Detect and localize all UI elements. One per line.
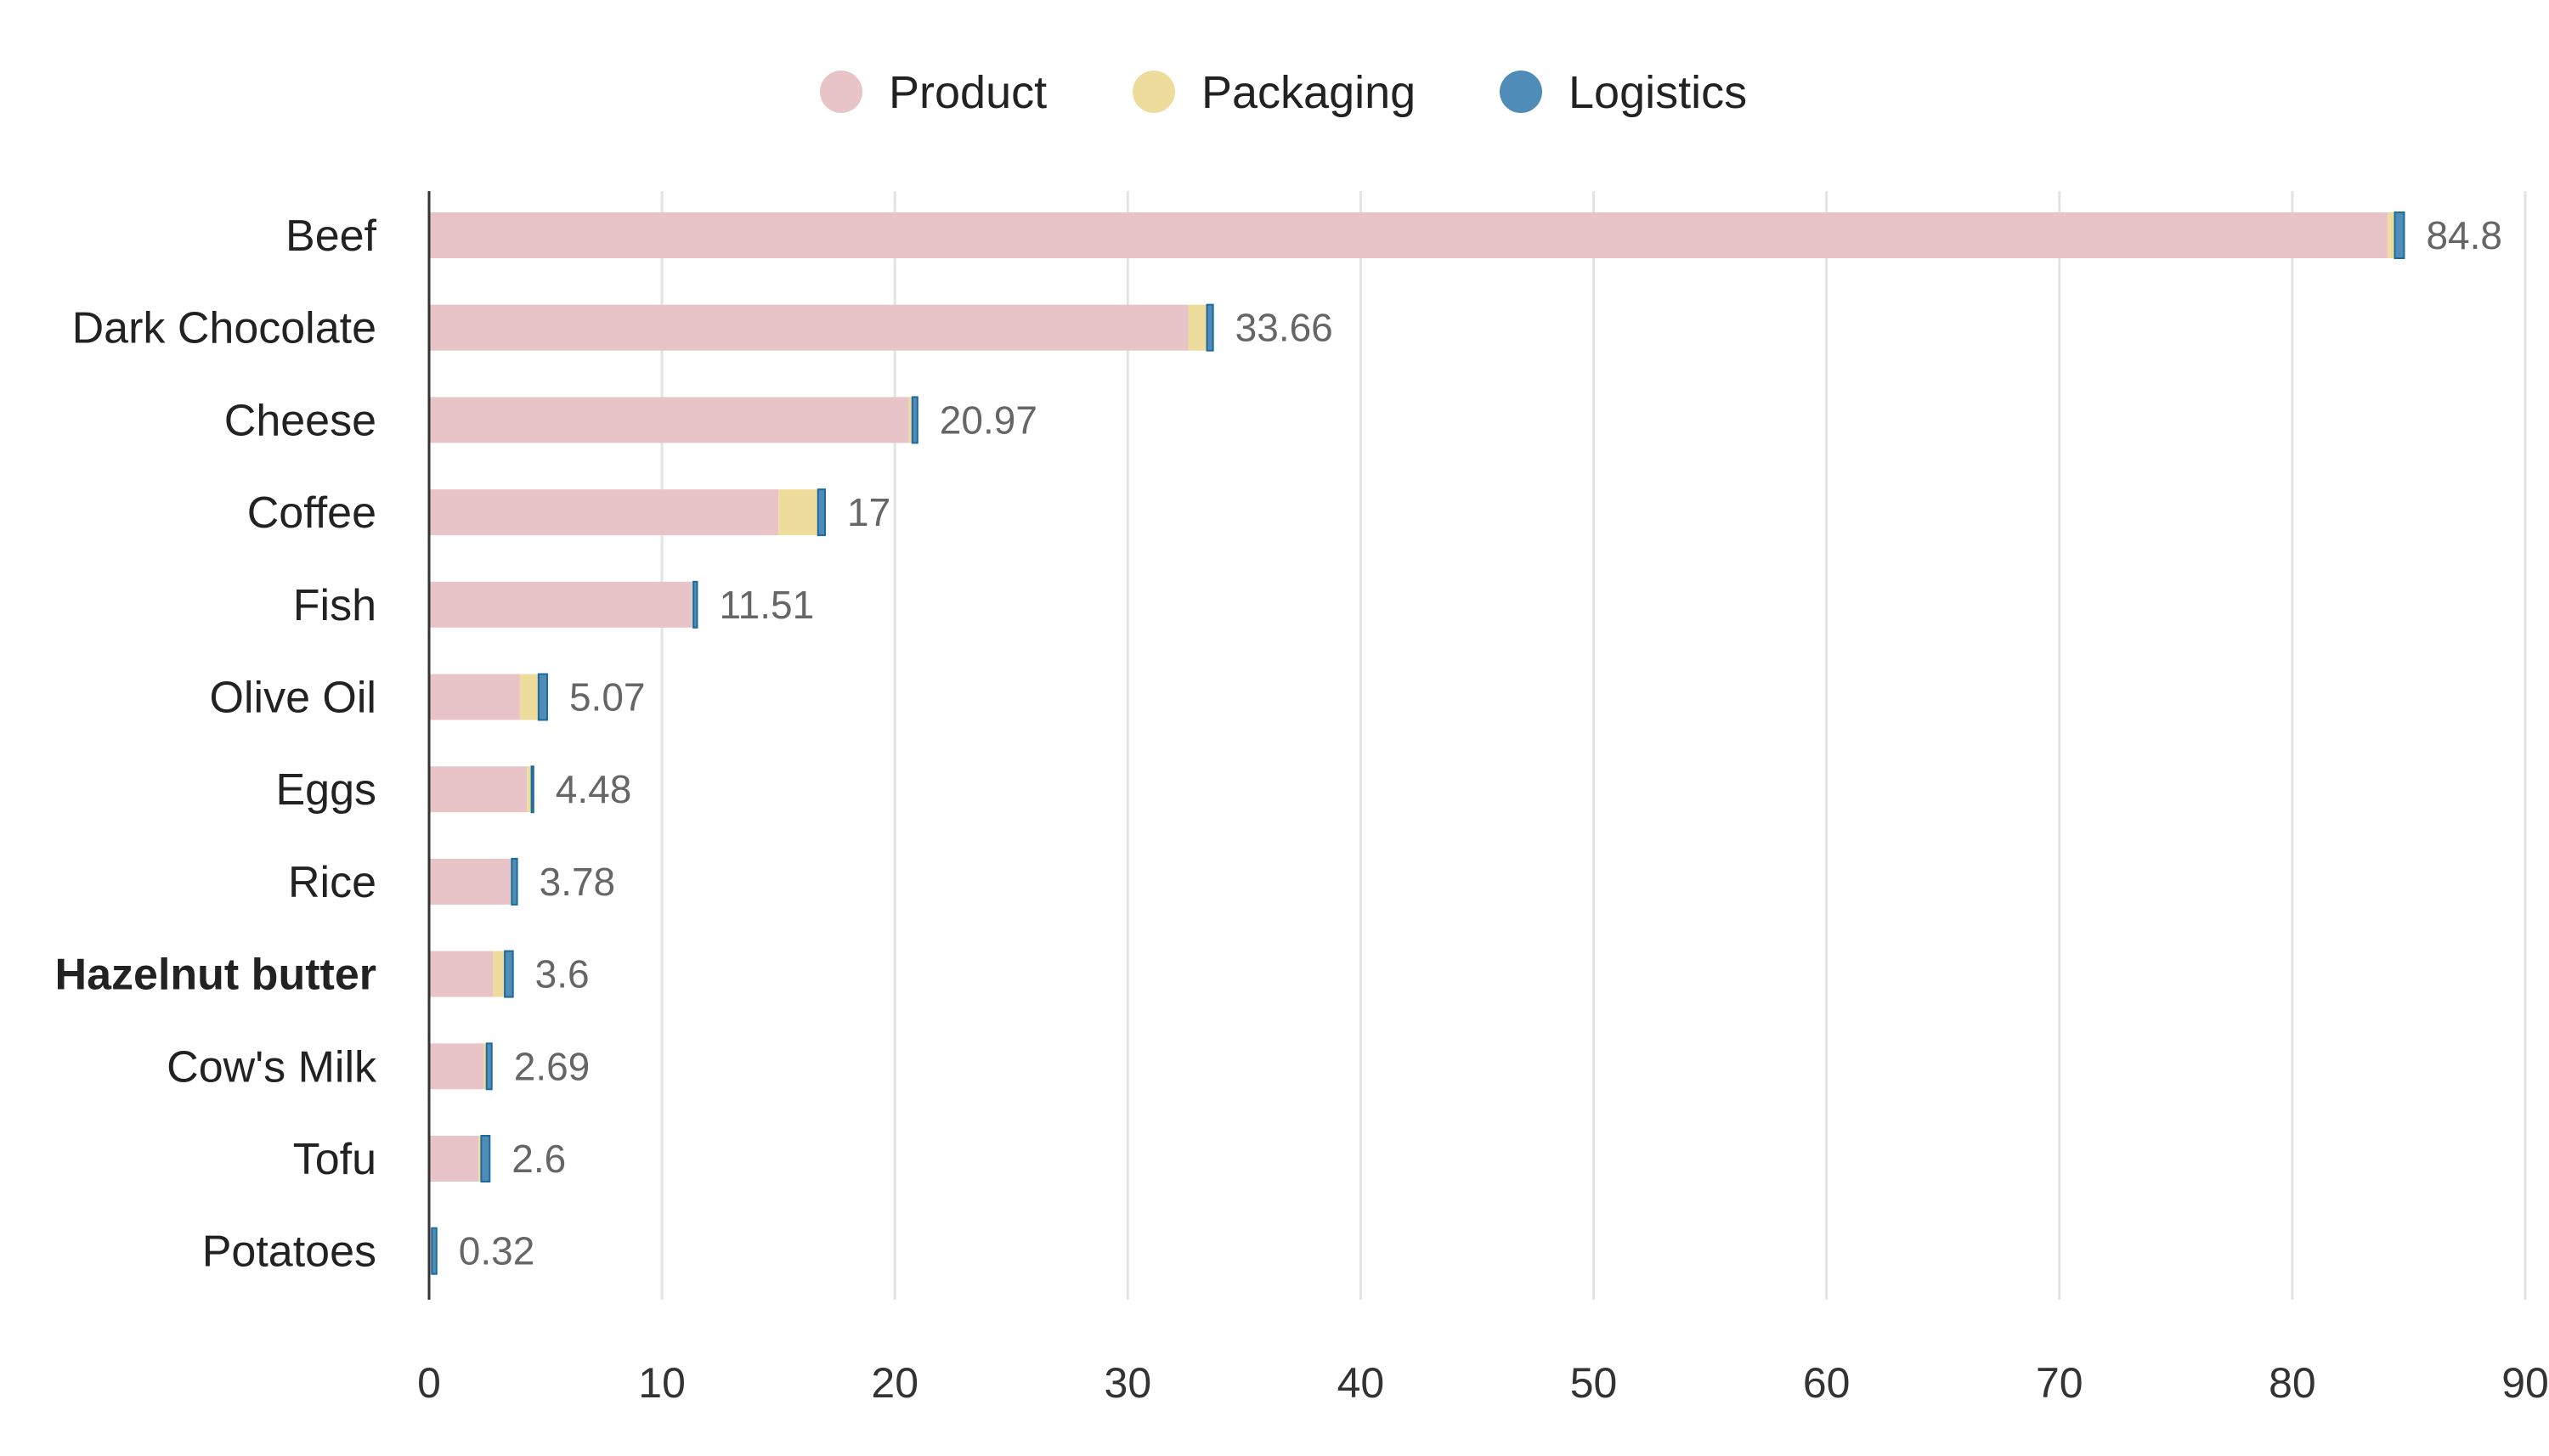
category-labels: Beef Dark Chocolate Cheese Coffee Fish Olive … <box>55 212 377 1277</box>
data-label: 2.6 <box>511 1137 566 1181</box>
bars: 84.8 33.66 20.97 17 11.51 5.07 4.48 3.78 3.6 2.69… <box>429 212 2502 1275</box>
bar-group: 33.66 <box>429 303 1333 352</box>
x-tick-label: 0 <box>417 1359 441 1407</box>
bar-segment-logistics[interactable] <box>504 950 514 998</box>
data-label: 20.97 <box>940 398 1037 442</box>
bar-segment-product[interactable] <box>429 766 528 813</box>
category-label: Fish <box>293 581 376 630</box>
bar-group: 2.69 <box>429 1042 591 1091</box>
legend-label: Packaging <box>1201 67 1416 118</box>
bar-segment-logistics[interactable] <box>692 580 698 629</box>
category-label: Rice <box>288 858 376 907</box>
bar-segment-packaging[interactable] <box>527 766 532 813</box>
x-tick-label: 50 <box>1570 1359 1618 1407</box>
bar-segment-product[interactable] <box>429 581 692 628</box>
legend-label: Product <box>889 67 1047 118</box>
bar-segment-logistics[interactable] <box>1206 303 1214 352</box>
bar-segment-product[interactable] <box>429 1043 484 1090</box>
bar-segment-product[interactable] <box>429 397 909 443</box>
bar-group: 4.48 <box>429 765 632 814</box>
x-axis-ticks: 0 10 20 30 40 50 60 70 80 90 <box>417 1359 2549 1407</box>
bar-segment-product[interactable] <box>429 674 520 720</box>
bar-segment-logistics[interactable] <box>485 1042 493 1091</box>
bar-segment-packaging[interactable] <box>519 674 539 720</box>
x-tick-label: 80 <box>2269 1359 2316 1407</box>
category-label: Cow's Milk <box>167 1042 377 1092</box>
bar-segment-packaging[interactable] <box>478 1136 482 1182</box>
data-label: 17 <box>847 490 890 534</box>
legend-item-product[interactable]: Product <box>820 67 1047 118</box>
bar-segment-logistics[interactable] <box>817 488 826 537</box>
bar-segment-packaging[interactable] <box>778 489 818 536</box>
bar-segment-product[interactable] <box>429 951 494 997</box>
x-tick-label: 20 <box>871 1359 918 1407</box>
bar-segment-logistics[interactable] <box>911 396 918 444</box>
data-label: 2.69 <box>514 1044 591 1088</box>
bar-segment-packaging[interactable] <box>2388 212 2395 258</box>
data-label: 0.32 <box>459 1229 535 1273</box>
data-label: 3.78 <box>540 860 616 904</box>
category-label: Dark Chocolate <box>72 304 376 353</box>
x-tick-label: 90 <box>2501 1359 2549 1407</box>
x-tick-label: 30 <box>1105 1359 1152 1407</box>
bar-group: 3.78 <box>429 857 616 906</box>
bar-segment-product[interactable] <box>429 212 2388 258</box>
legend-marker <box>1500 71 1542 113</box>
bar-group: 5.07 <box>429 673 646 721</box>
bar-segment-product[interactable] <box>429 304 1189 351</box>
bar-segment-product[interactable] <box>429 489 779 536</box>
bar-segment-packaging[interactable] <box>493 951 506 997</box>
category-label: Eggs <box>275 765 376 815</box>
data-label: 11.51 <box>720 583 815 627</box>
bar-segment-packaging[interactable] <box>908 397 913 443</box>
data-label: 84.8 <box>2426 213 2502 257</box>
legend-marker <box>820 71 862 113</box>
bar-segment-logistics[interactable] <box>480 1135 491 1182</box>
category-label: Coffee <box>247 488 376 538</box>
x-tick-label: 60 <box>1803 1359 1851 1407</box>
category-label: Tofu <box>293 1135 376 1184</box>
bar-group: 3.6 <box>429 950 590 998</box>
category-label: Cheese <box>224 396 376 445</box>
x-tick-label: 70 <box>2036 1359 2083 1407</box>
bar-group: 17 <box>429 488 890 537</box>
data-label: 4.48 <box>556 767 632 811</box>
data-label: 33.66 <box>1235 306 1333 350</box>
legend-marker <box>1133 71 1175 113</box>
bar-group: 0.32 <box>429 1227 535 1275</box>
legend: Product Packaging Logistics <box>820 67 1747 118</box>
bar-segment-logistics[interactable] <box>537 673 548 721</box>
category-label: Hazelnut butter <box>55 951 376 1000</box>
bar-segment-logistics[interactable] <box>511 857 518 906</box>
bar-segment-logistics[interactable] <box>530 765 534 814</box>
bar-segment-product[interactable] <box>429 1136 479 1182</box>
data-label: 5.07 <box>569 675 646 720</box>
x-tick-label: 10 <box>638 1359 686 1407</box>
bar-group: 2.6 <box>429 1135 566 1182</box>
bar-segment-logistics[interactable] <box>431 1227 438 1275</box>
bar-group: 20.97 <box>429 396 1037 444</box>
bar-segment-packaging[interactable] <box>1188 304 1207 351</box>
category-label: Potatoes <box>202 1227 376 1277</box>
legend-item-logistics[interactable]: Logistics <box>1500 67 1747 118</box>
bar-segment-product[interactable] <box>429 858 511 905</box>
legend-item-packaging[interactable]: Packaging <box>1133 67 1416 118</box>
category-label: Olive Oil <box>210 674 376 723</box>
bar-segment-logistics[interactable] <box>2394 212 2405 259</box>
x-tick-label: 40 <box>1337 1359 1385 1407</box>
legend-label: Logistics <box>1568 67 1747 118</box>
bar-segment-packaging[interactable] <box>483 1043 487 1090</box>
bar-group: 84.8 <box>429 212 2502 259</box>
category-label: Beef <box>285 212 377 261</box>
bar-group: 11.51 <box>429 580 815 629</box>
gridlines <box>660 191 2527 1300</box>
data-label: 3.6 <box>535 952 590 996</box>
